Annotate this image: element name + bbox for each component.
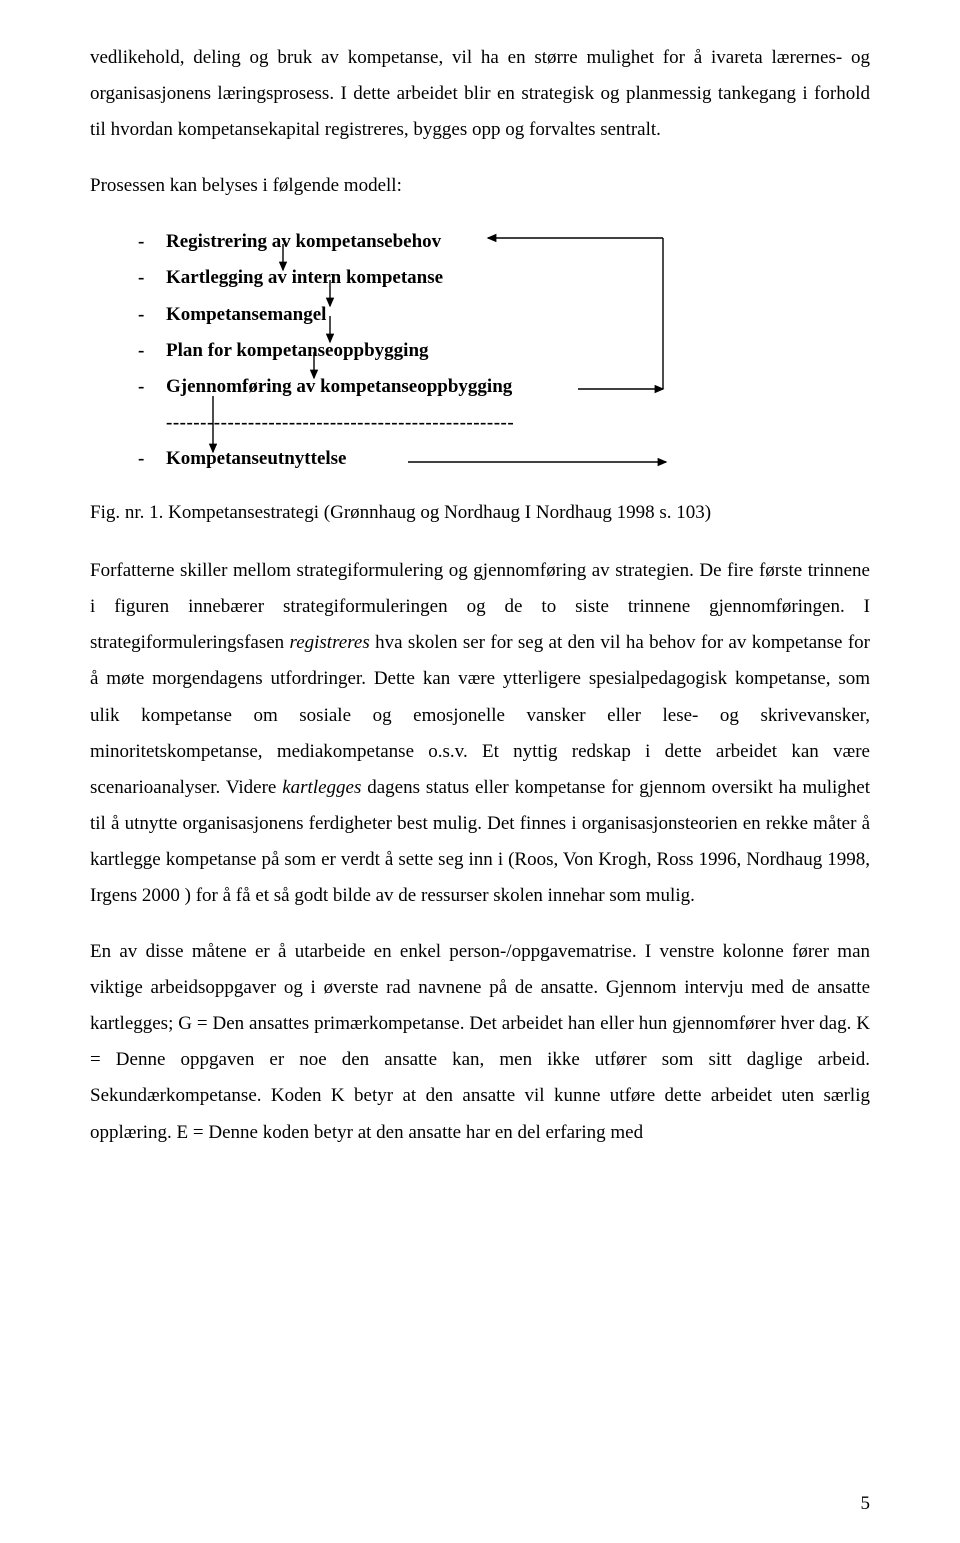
model-item-2-label: Kartlegging av intern kompetanse xyxy=(166,267,443,288)
model-list-after: -Kompetanseutnyttelse xyxy=(138,441,870,477)
document-page: vedlikehold, deling og bruk av kompetans… xyxy=(0,0,960,1543)
model-item-5: -Gjennomføring av kompetanseoppbygging xyxy=(138,369,870,405)
model-separator: ----------------------------------------… xyxy=(138,405,870,441)
p3-italic2: kartlegges xyxy=(282,777,361,798)
figure-caption: Fig. nr. 1. Kompetansestrategi (Grønnhau… xyxy=(90,495,870,531)
model-item-5-label: Gjennomføring av kompetanseoppbygging xyxy=(166,376,512,397)
paragraph-2: Prosessen kan belyses i følgende modell: xyxy=(90,168,870,204)
model-item-3: -Kompetansemangel xyxy=(138,297,870,333)
model-item-1: -Registrering av kompetansebehov xyxy=(138,224,870,260)
paragraph-4: En av disse måtene er å utarbeide en enk… xyxy=(90,934,870,1151)
model-item-1-label: Registrering av kompetansebehov xyxy=(166,231,441,252)
process-model: -Registrering av kompetansebehov -Kartle… xyxy=(138,224,870,477)
p3-italic1: registreres xyxy=(290,632,370,653)
model-item-3-label: Kompetansemangel xyxy=(166,304,326,325)
model-item-6: -Kompetanseutnyttelse xyxy=(138,441,870,477)
model-item-4: -Plan for kompetanseoppbygging xyxy=(138,333,870,369)
model-item-2: -Kartlegging av intern kompetanse xyxy=(138,260,870,296)
paragraph-1: vedlikehold, deling og bruk av kompetans… xyxy=(90,40,870,148)
model-item-4-label: Plan for kompetanseoppbygging xyxy=(166,340,429,361)
p3-part2: hva skolen ser for seg at den vil ha beh… xyxy=(90,632,870,797)
page-number: 5 xyxy=(861,1493,871,1515)
paragraph-3: Forfatterne skiller mellom strategiformu… xyxy=(90,553,870,914)
model-list: -Registrering av kompetansebehov -Kartle… xyxy=(138,224,870,404)
model-item-6-label: Kompetanseutnyttelse xyxy=(166,448,346,469)
